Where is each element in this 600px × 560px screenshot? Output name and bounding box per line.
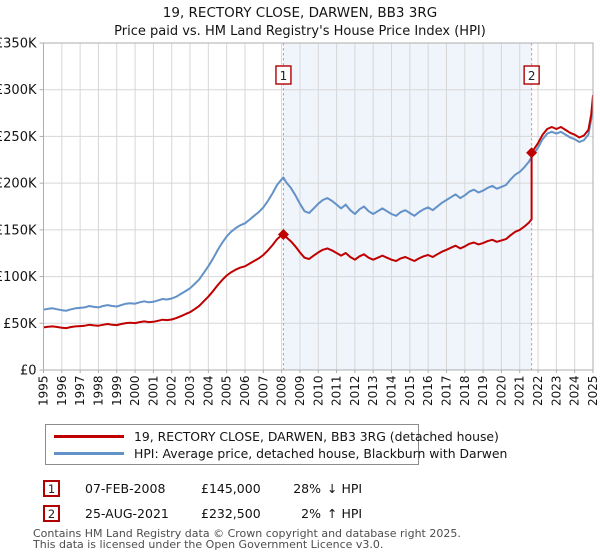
svg-text:2025: 2025 [586,376,600,407]
svg-text:2011: 2011 [330,376,344,407]
svg-text:2020: 2020 [494,376,508,407]
up-arrow-icon: ↑ [327,506,338,521]
svg-text:2018: 2018 [458,376,472,407]
svg-text:1995: 1995 [37,376,51,407]
svg-text:2023: 2023 [549,376,563,407]
svg-text:1997: 1997 [73,376,87,407]
svg-text:2019: 2019 [476,376,490,407]
down-arrow-icon: ↓ [327,481,338,496]
footer-copyright: Contains HM Land Registry data © Crown c… [33,527,461,551]
svg-text:£150K: £150K [0,223,37,238]
legend-label-hpi: HPI: Average price, detached house, Blac… [134,446,508,461]
svg-text:2004: 2004 [201,376,215,407]
page-subtitle: Price paid vs. HM Land Registry's House … [114,24,486,39]
svg-text:2017: 2017 [439,376,453,407]
legend-item-hpi: HPI: Average price, detached house, Blac… [46,445,507,462]
footer-line-2: This data is licensed under the Open Gov… [33,537,384,551]
sale-row-2: 2 25-AUG-2021 £232,500 2% ↑ HPI [43,501,362,526]
svg-text:2005: 2005 [220,376,234,407]
svg-text:2022: 2022 [531,376,545,407]
svg-text:2016: 2016 [421,376,435,407]
sale-1-marker [277,229,289,241]
sale-2-hpi-note: 2% ↑ HPI [293,506,362,521]
sale-1-price: £145,000 [201,481,261,496]
sale-2-number-badge: 2 [43,505,60,522]
svg-text:2000: 2000 [128,376,142,407]
page-title: 19, RECTORY CLOSE, DARWEN, BB3 3RG [162,5,438,21]
event-box-2 [523,65,540,85]
y-axis: £0 £50K £100K £150K £200K £250K £300K £350K [0,37,44,379]
svg-text:1998: 1998 [91,376,105,407]
sale-1-hpi-note: 28% ↓ HPI [293,481,362,496]
svg-text:2007: 2007 [256,376,270,407]
sale-1-hpi-label: HPI [341,481,363,496]
legend-item-price-paid: 19, RECTORY CLOSE, DARWEN, BB3 3RG (deta… [46,428,499,445]
sale-2-marker [526,147,538,159]
svg-text:2021: 2021 [513,376,527,407]
svg-text:£350K: £350K [0,37,37,52]
svg-text:£0: £0 [20,364,37,379]
svg-text:£100K: £100K [0,270,37,285]
hpi-line-swatch-icon [54,452,124,455]
svg-text:1: 1 [280,69,288,83]
svg-text:2015: 2015 [403,376,417,407]
svg-text:2: 2 [528,69,536,83]
sale-1-hpi-percent: 28% [293,481,321,496]
svg-text:2006: 2006 [238,376,252,407]
event-box-1 [275,65,292,85]
between-sales-shaded-region [283,43,532,370]
sale-2-price: £232,500 [201,506,261,521]
sale-1-number-badge: 1 [43,480,60,497]
svg-text:2001: 2001 [146,376,160,407]
hpi-line [43,99,593,312]
svg-text:2009: 2009 [293,376,307,407]
sale-annotations: 1 07-FEB-2008 £145,000 28% ↓ HPI 2 25-AUG-… [43,476,362,526]
svg-text:2010: 2010 [311,376,325,407]
x-axis: 1995 1996 1997 1998 1999 2000 2001 2002 2003 2004… [37,370,600,406]
sale-row-1: 1 07-FEB-2008 £145,000 28% ↓ HPI [43,476,362,501]
price-paid-line [43,94,593,330]
svg-text:£50K: £50K [3,317,37,332]
svg-text:£200K: £200K [0,177,37,192]
sale-2-hpi-percent: 2% [301,506,321,521]
legend-label-price-paid: 19, RECTORY CLOSE, DARWEN, BB3 3RG (deta… [134,429,499,444]
price-paid-line-swatch-icon [54,435,124,438]
svg-text:2002: 2002 [165,376,179,407]
svg-text:2013: 2013 [366,376,380,407]
svg-text:2024: 2024 [568,376,582,407]
sale-2-date: 25-AUG-2021 [85,506,169,521]
footer-line-1: Contains HM Land Registry data © Crown c… [33,527,461,540]
svg-text:£250K: £250K [0,130,37,145]
svg-text:£300K: £300K [0,83,37,98]
svg-text:2014: 2014 [385,376,399,407]
sale-1-date: 07-FEB-2008 [85,481,166,496]
sale-2-hpi-label: HPI [341,506,363,521]
svg-text:1996: 1996 [55,376,69,407]
svg-text:1999: 1999 [110,376,124,407]
svg-text:2008: 2008 [275,376,289,407]
chart-legend: 19, RECTORY CLOSE, DARWEN, BB3 3RG (deta… [45,424,507,465]
svg-text:2003: 2003 [183,376,197,407]
svg-text:2012: 2012 [348,376,362,407]
